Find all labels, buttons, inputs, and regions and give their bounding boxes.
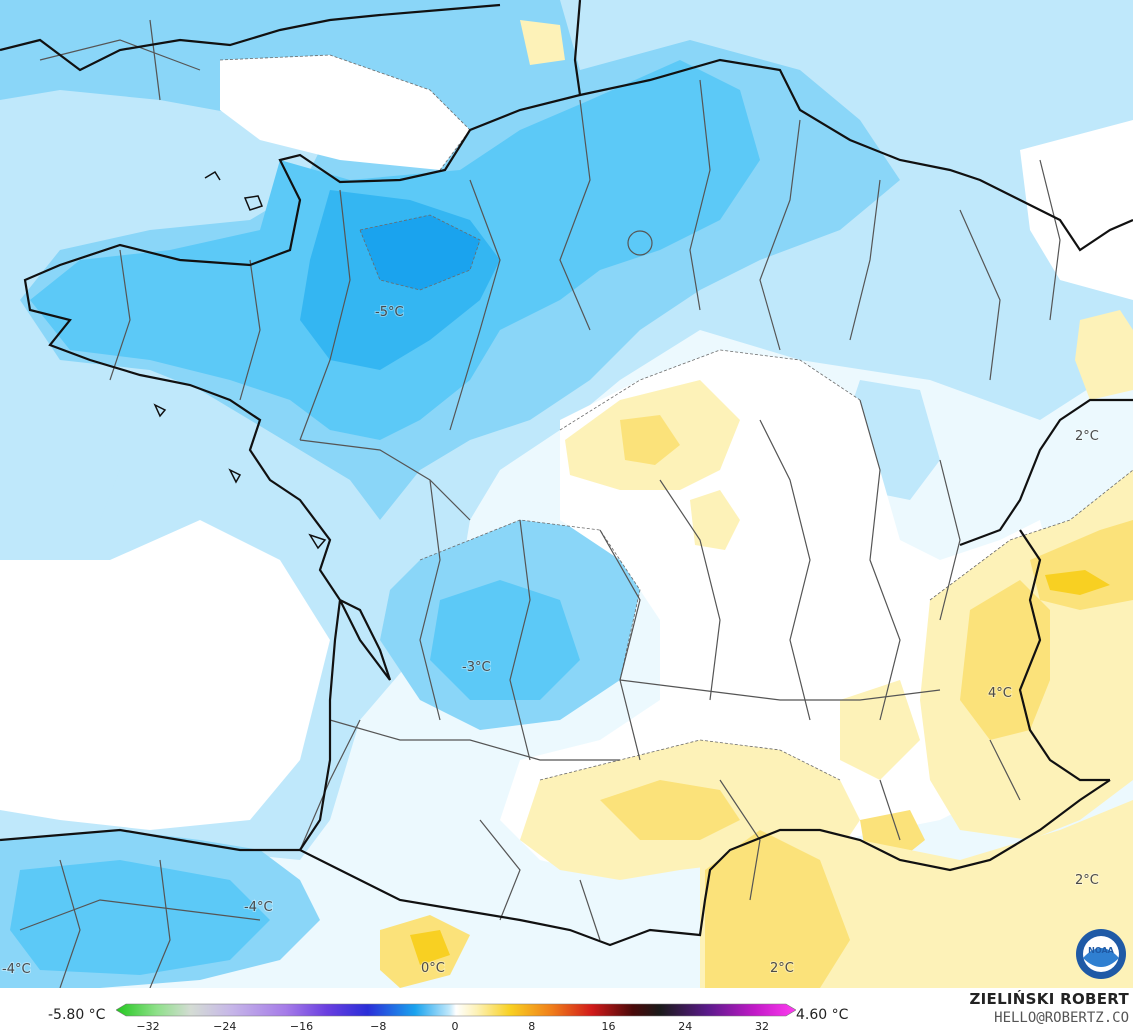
temp-label-sea-south: 2°C [770,961,794,976]
temp-label-sea-east: 2°C [1075,873,1099,888]
temp-label-brittany: -5°C [375,305,404,320]
noaa-logo: NOAA [1075,928,1127,980]
temp-label-spain-west: -4°C [244,900,273,915]
colorbar-tick-label: −32 [136,1020,160,1033]
cold-anomaly-fields [0,0,1133,988]
colorbar-tick-label: 32 [755,1020,769,1033]
temp-label-spain-edge: -4°C [2,962,31,977]
colorbar-tick-label: 16 [601,1020,616,1033]
colorbar [116,1003,796,1017]
colorbar-tick-label: −16 [289,1020,314,1033]
colorbar-max-value: 4.60 °C [796,1007,849,1023]
islands [153,170,327,550]
noaa-logo-text: NOAA [1088,946,1114,955]
credit-email: HELLO@ROBERTZ.CO [994,1010,1129,1026]
temp-label-central: -3°C [462,660,491,675]
colorbar-min-value: -5.80 °C [48,1007,106,1023]
temp-label-alps: 4°C [988,686,1012,701]
temp-label-pyrenees: 0°C [421,961,445,976]
temp-label-switzerland: 2°C [1075,429,1099,444]
paris-outline [627,230,653,256]
colorbar-tick-label: 0 [451,1020,459,1033]
coastline-and-borders [0,0,1133,947]
credit-name: ZIELIŃSKI ROBERT [969,990,1129,1008]
colorbar-tick-label: 8 [528,1020,536,1033]
colorbar-tick-label: −24 [213,1020,237,1033]
colorbar-tick-label: 24 [678,1020,693,1033]
warm-anomaly-fields [380,20,1133,988]
region-boundaries [19,19,1061,988]
colorbar-tick-label: −8 [370,1020,387,1033]
contour-lines [219,54,1133,781]
temperature-map: -5°C -3°C -4°C -4°C 4°C 2°C 2°C 0°C 2°C [0,0,1133,988]
